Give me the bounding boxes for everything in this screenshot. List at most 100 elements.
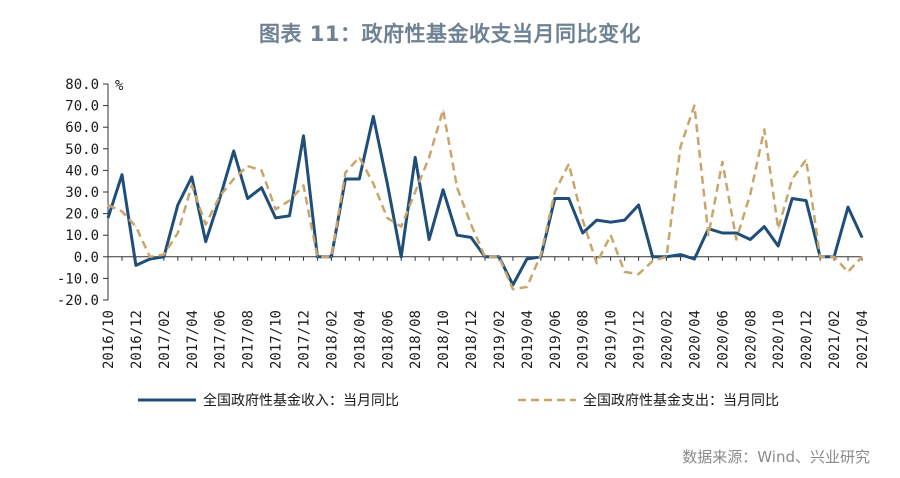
x-tick-label: 2019/04 — [520, 310, 536, 369]
x-tick-label: 2016/12 — [129, 310, 145, 369]
x-tick-label: 2017/02 — [157, 310, 173, 369]
data-point — [791, 178, 793, 180]
y-tick-label: 10.0 — [65, 228, 99, 244]
data-point — [596, 262, 598, 264]
x-tick-label: 2017/04 — [185, 310, 201, 369]
data-point — [344, 178, 346, 180]
x-tick-label: 2018/04 — [352, 310, 368, 369]
data-point — [749, 193, 751, 195]
x-tick-label: 2021/04 — [855, 310, 871, 369]
data-point — [121, 210, 123, 213]
data-point — [456, 234, 458, 236]
data-point — [400, 256, 402, 258]
data-point — [610, 234, 612, 236]
y-tick-label: 0.0 — [74, 250, 99, 266]
data-point — [498, 256, 500, 258]
data-point — [233, 178, 235, 180]
y-tick-label: 40.0 — [65, 163, 99, 179]
legend: 全国政府性基金收入：当月同比 全国政府性基金支出：当月同比 — [138, 392, 779, 409]
data-point — [637, 273, 640, 275]
data-point — [135, 264, 137, 267]
chart-title: 图表 11：政府性基金收支当月同比变化 — [258, 22, 642, 46]
x-tick-label: 2019/02 — [492, 310, 508, 369]
x-tick-label: 2021/02 — [827, 310, 843, 369]
data-point — [749, 238, 751, 241]
data-point — [414, 156, 416, 159]
data-point — [735, 238, 737, 241]
x-tick-label: 2019/08 — [576, 310, 592, 369]
data-point — [651, 256, 654, 258]
data-point — [693, 105, 696, 107]
data-point — [693, 258, 696, 260]
data-point — [191, 184, 193, 187]
x-tick-label: 2019/10 — [604, 310, 620, 369]
data-point — [372, 115, 374, 117]
data-point — [805, 200, 807, 202]
data-point — [470, 223, 472, 225]
data-point — [805, 159, 807, 161]
x-tick-label: 2017/06 — [213, 310, 229, 369]
x-tick-label: 2018/12 — [464, 310, 480, 369]
data-point — [554, 197, 556, 200]
data-point — [149, 256, 151, 258]
data-point — [260, 169, 263, 171]
data-point — [205, 241, 207, 243]
data-point — [247, 197, 249, 200]
y-tick-label: 60.0 — [65, 120, 99, 136]
legend-label-2: 全国政府性基金支出：当月同比 — [583, 392, 779, 409]
data-point — [679, 254, 682, 256]
y-axis: 80.0 70.0 60.0 50.0 40.0 30.0 20.0 10.0 0.0 -10.0… — [57, 77, 109, 309]
data-point — [679, 146, 682, 148]
source-note: 数据来源：Wind、兴业研究 — [682, 448, 870, 466]
x-tick-label: 2018/02 — [324, 310, 340, 369]
data-point — [763, 128, 765, 130]
y-tick-label: -20.0 — [57, 293, 99, 309]
data-point — [386, 182, 388, 184]
data-point — [274, 208, 277, 210]
data-point — [442, 189, 444, 191]
y-tick-label: 30.0 — [65, 185, 99, 201]
data-point — [819, 256, 821, 258]
data-point — [428, 238, 430, 241]
x-axis: 2016/10 2016/12 2017/02 2017/04 2017/06 2017/… — [101, 256, 871, 369]
data-point — [121, 174, 123, 176]
y-tick-label: 20.0 — [65, 207, 99, 223]
data-point — [512, 288, 514, 290]
data-point — [316, 256, 319, 258]
data-point — [233, 150, 235, 152]
data-point — [107, 204, 109, 206]
data-point — [735, 232, 737, 234]
data-point — [721, 161, 723, 163]
data-point — [861, 256, 863, 258]
data-point — [791, 197, 793, 200]
series-layer — [106, 104, 864, 291]
data-point — [456, 187, 458, 189]
y-axis-unit-label: % — [115, 78, 124, 94]
data-point — [470, 236, 472, 238]
data-point — [707, 234, 710, 236]
data-point — [358, 178, 360, 180]
x-tick-label: 2017/12 — [296, 310, 312, 369]
data-point — [107, 217, 109, 219]
data-point — [540, 254, 542, 256]
data-point — [624, 219, 626, 221]
data-point — [274, 217, 277, 219]
x-tick-label: 2018/06 — [380, 310, 396, 369]
x-tick-label: 2019/06 — [548, 310, 564, 369]
data-point — [260, 187, 263, 189]
data-point — [288, 215, 291, 217]
data-point — [833, 256, 835, 258]
y-tick-label: 50.0 — [65, 142, 99, 158]
y-tick-label: -10.0 — [57, 271, 99, 287]
data-point — [414, 191, 416, 193]
data-point — [526, 258, 528, 260]
x-tick-label: 2020/10 — [771, 310, 787, 369]
data-point — [219, 197, 221, 200]
x-tick-label: 2017/10 — [269, 310, 285, 369]
x-tick-label: 2017/08 — [241, 310, 257, 369]
data-point — [219, 195, 221, 197]
y-tick-label: 80.0 — [65, 77, 99, 93]
data-point — [777, 228, 779, 230]
data-point — [526, 286, 528, 288]
